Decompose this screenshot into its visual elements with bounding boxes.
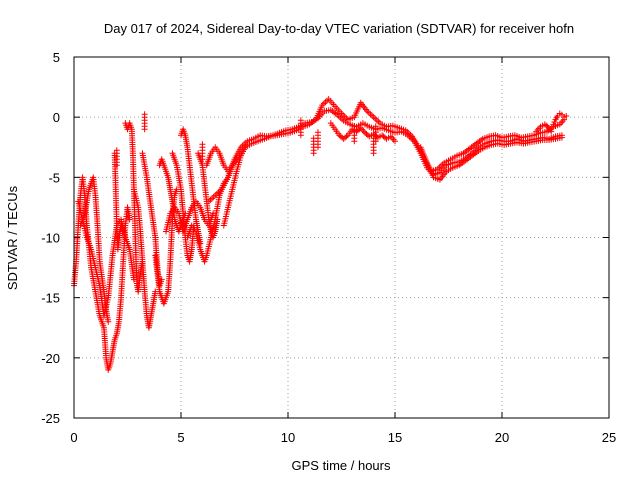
series-0-track-13 (195, 150, 221, 241)
series-0-track-20 (550, 110, 570, 128)
data-point (120, 228, 127, 235)
data-point (214, 216, 221, 223)
y-tick-label: 5 (53, 50, 60, 65)
series-0-track-6 (139, 150, 165, 289)
series-0-track-8 (156, 156, 189, 235)
chart-ticks (73, 56, 610, 419)
series-0-track-16 (220, 96, 568, 229)
x-tick-label: 20 (495, 430, 509, 445)
series-0-track-18 (417, 134, 565, 183)
data-point (141, 111, 148, 118)
series-0-track-5 (130, 186, 159, 331)
series-0-track-2 (77, 174, 112, 325)
data-point (558, 134, 565, 141)
x-tick-label: 15 (388, 430, 402, 445)
x-axis-label: GPS time / hours (292, 458, 391, 473)
data-point (130, 276, 137, 283)
series-0-spikes (113, 111, 379, 169)
data-point (548, 128, 555, 135)
y-tick-label: -15 (41, 291, 60, 306)
y-axis-label: SDTVAR / TECUs (5, 185, 20, 290)
data-point (544, 123, 551, 130)
chart-gridlines (74, 57, 609, 418)
chart-tick-labels: 0 5 10 15 20 25 -25 -20 -15 -10 -5 0 5 (41, 50, 616, 445)
series-0-track-19 (533, 121, 555, 135)
data-point (113, 147, 120, 154)
x-tick-label: 5 (177, 430, 184, 445)
chart-data-markers (71, 96, 570, 373)
x-tick-label: 10 (281, 430, 295, 445)
data-point (372, 123, 379, 130)
x-tick-label: 0 (70, 430, 77, 445)
data-point (351, 123, 358, 130)
y-tick-label: 0 (53, 110, 60, 125)
data-point (314, 129, 321, 136)
data-point (199, 141, 206, 148)
y-tick-label: -5 (48, 170, 60, 185)
data-point (392, 138, 398, 145)
series-0-track-15 (205, 106, 565, 205)
data-point (126, 216, 133, 223)
data-point (563, 112, 570, 119)
data-point (297, 117, 304, 124)
series-0-track-1 (75, 198, 137, 319)
y-tick-label: -25 (41, 411, 60, 426)
y-tick-label: -20 (41, 351, 60, 366)
chart-title: Day 017 of 2024, Sidereal Day-to-day VTE… (104, 21, 574, 36)
data-point (343, 133, 350, 140)
x-tick-label: 25 (602, 430, 616, 445)
y-tick-label: -10 (41, 231, 60, 246)
data-point (105, 318, 112, 325)
data-point (158, 276, 165, 283)
